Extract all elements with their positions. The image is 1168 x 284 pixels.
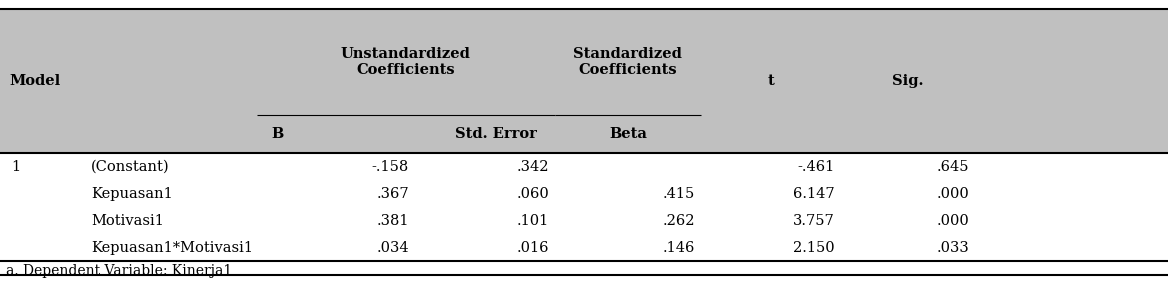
- Text: .262: .262: [662, 214, 695, 228]
- Text: .016: .016: [516, 241, 549, 255]
- Text: Sig.: Sig.: [892, 74, 924, 88]
- Text: .381: .381: [376, 214, 409, 228]
- Text: .000: .000: [937, 214, 969, 228]
- Text: .146: .146: [662, 241, 695, 255]
- Text: .060: .060: [516, 187, 549, 201]
- Text: B: B: [271, 127, 283, 141]
- Text: -.461: -.461: [798, 160, 835, 174]
- Text: .101: .101: [516, 214, 549, 228]
- Text: t: t: [767, 74, 774, 88]
- Text: Standardized
Coefficients: Standardized Coefficients: [573, 47, 682, 77]
- Text: -.158: -.158: [371, 160, 409, 174]
- Text: .645: .645: [937, 160, 969, 174]
- Text: .000: .000: [937, 187, 969, 201]
- Text: a. Dependent Variable: Kinerja1: a. Dependent Variable: Kinerja1: [6, 264, 232, 278]
- Bar: [0, 153, 1168, 261]
- Text: Kepuasan1: Kepuasan1: [91, 187, 173, 201]
- Text: .367: .367: [376, 187, 409, 201]
- Text: 1: 1: [12, 160, 21, 174]
- Bar: [0, 9, 1168, 153]
- Text: Kepuasan1*Motivasi1: Kepuasan1*Motivasi1: [91, 241, 253, 255]
- Text: Motivasi1: Motivasi1: [91, 214, 164, 228]
- Text: (Constant): (Constant): [91, 160, 169, 174]
- Text: Beta: Beta: [609, 127, 647, 141]
- Text: Std. Error: Std. Error: [456, 127, 537, 141]
- Text: .033: .033: [937, 241, 969, 255]
- Text: 2.150: 2.150: [793, 241, 835, 255]
- Text: 3.757: 3.757: [793, 214, 835, 228]
- Text: .415: .415: [662, 187, 695, 201]
- Text: Model: Model: [9, 74, 61, 88]
- Text: Unstandardized
Coefficients: Unstandardized Coefficients: [341, 47, 471, 77]
- Text: .342: .342: [516, 160, 549, 174]
- Text: .034: .034: [376, 241, 409, 255]
- Text: 6.147: 6.147: [793, 187, 835, 201]
